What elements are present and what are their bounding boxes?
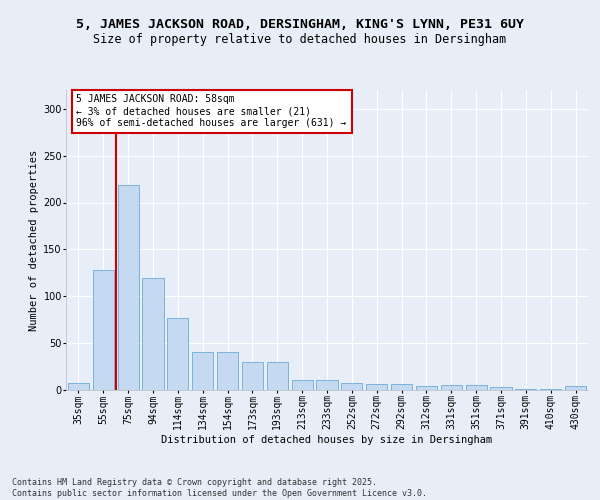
- Bar: [540, 389, 561, 390]
- Bar: [217, 352, 238, 390]
- Bar: [267, 362, 288, 390]
- Bar: [366, 384, 387, 390]
- Bar: [192, 352, 213, 390]
- Text: 5 JAMES JACKSON ROAD: 58sqm
← 3% of detached houses are smaller (21)
96% of semi: 5 JAMES JACKSON ROAD: 58sqm ← 3% of deta…: [76, 94, 347, 128]
- Bar: [515, 389, 536, 390]
- Bar: [565, 386, 586, 390]
- X-axis label: Distribution of detached houses by size in Dersingham: Distribution of detached houses by size …: [161, 435, 493, 445]
- Bar: [167, 318, 188, 390]
- Bar: [466, 386, 487, 390]
- Bar: [441, 386, 462, 390]
- Text: Contains HM Land Registry data © Crown copyright and database right 2025.
Contai: Contains HM Land Registry data © Crown c…: [12, 478, 427, 498]
- Bar: [341, 384, 362, 390]
- Bar: [490, 387, 512, 390]
- Bar: [68, 382, 89, 390]
- Bar: [142, 278, 164, 390]
- Bar: [391, 384, 412, 390]
- Y-axis label: Number of detached properties: Number of detached properties: [29, 150, 39, 330]
- Bar: [242, 362, 263, 390]
- Text: Size of property relative to detached houses in Dersingham: Size of property relative to detached ho…: [94, 32, 506, 46]
- Bar: [93, 270, 114, 390]
- Bar: [118, 184, 139, 390]
- Text: 5, JAMES JACKSON ROAD, DERSINGHAM, KING'S LYNN, PE31 6UY: 5, JAMES JACKSON ROAD, DERSINGHAM, KING'…: [76, 18, 524, 30]
- Bar: [316, 380, 338, 390]
- Bar: [416, 386, 437, 390]
- Bar: [292, 380, 313, 390]
